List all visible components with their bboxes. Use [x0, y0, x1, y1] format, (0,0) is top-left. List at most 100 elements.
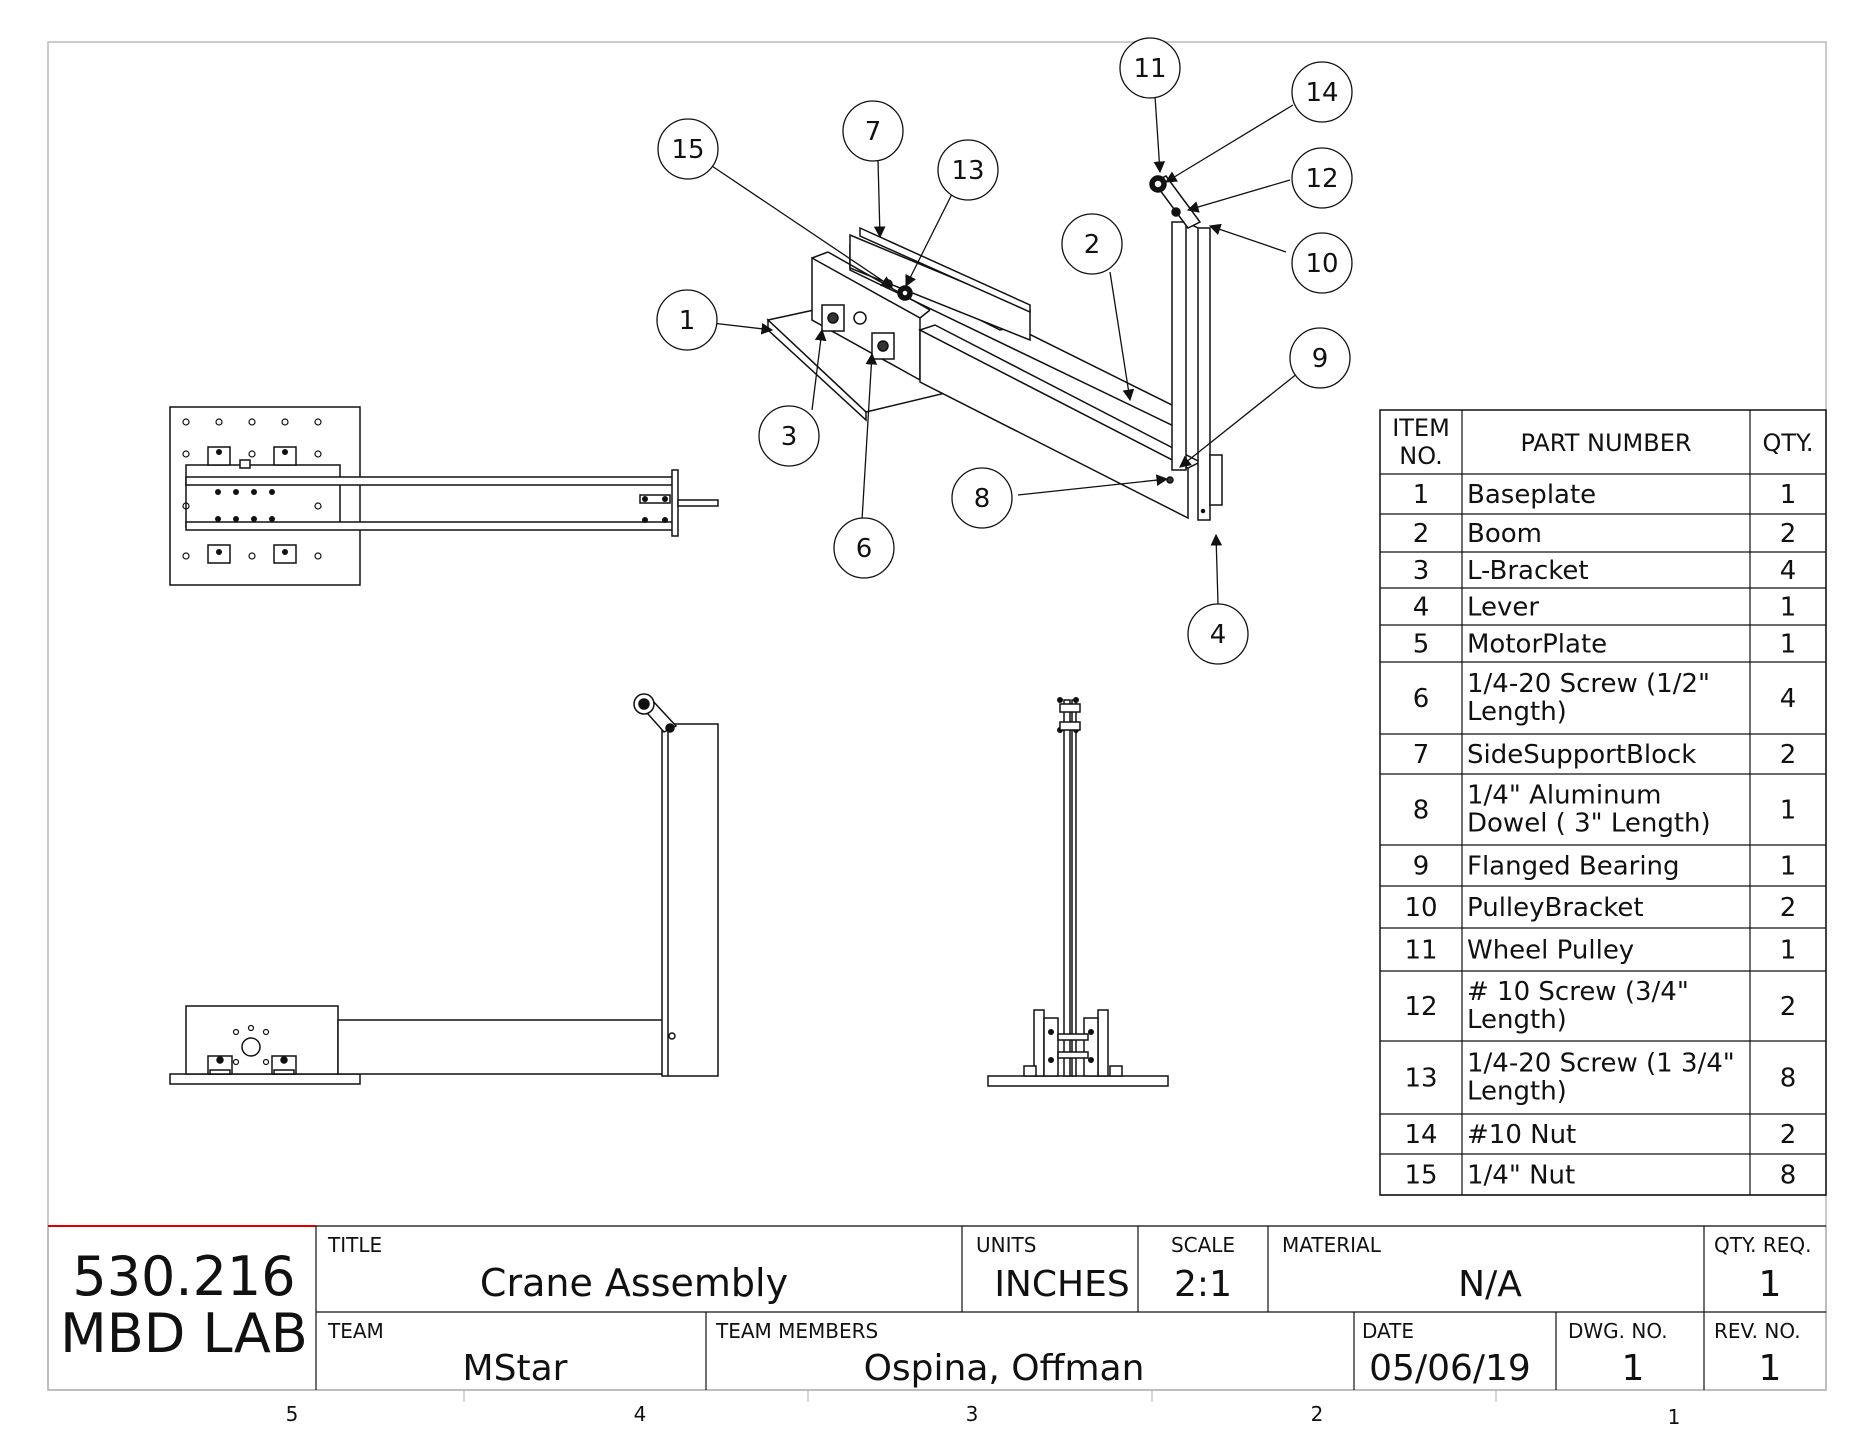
side-view: [987, 697, 1169, 1087]
balloon-12: [1291, 147, 1353, 209]
team-label: TEAM: [327, 1319, 384, 1343]
team-value: MStar: [463, 1348, 568, 1389]
balloon-4: [1187, 603, 1249, 665]
rev-no-label: REV. NO.: [1714, 1319, 1801, 1343]
qty-req-label: QTY. REQ.: [1714, 1233, 1811, 1257]
balloon-11: [1119, 37, 1181, 99]
bom-header-part-number: PART NUMBER: [1520, 429, 1691, 457]
balloon-14: [1291, 61, 1353, 123]
rev-no-value: 1: [1759, 1348, 1782, 1389]
title-label: TITLE: [327, 1233, 382, 1257]
bom-row: 2 Boom 2: [1413, 519, 1797, 549]
balloon-3: [758, 405, 820, 467]
bom-item-number: 10: [1404, 893, 1437, 923]
bom-table: ITEM NO. PART NUMBER QTY. 1 Baseplate 12 Bo…: [1379, 409, 1827, 1196]
balloon-10: [1291, 232, 1353, 294]
balloon-label-10: 10: [1305, 249, 1338, 279]
scale-label: SCALE: [1171, 1233, 1235, 1257]
bom-item-number: 9: [1413, 852, 1430, 882]
title-block: [47, 1225, 1827, 1391]
bom-part-number: Boom: [1467, 519, 1542, 549]
course-name: MBD LAB: [60, 1302, 308, 1365]
balloon-label-15: 15: [671, 135, 704, 165]
date-label: DATE: [1362, 1319, 1414, 1343]
bom-header-no: NO.: [1399, 442, 1443, 470]
bom-part-number: Length): [1467, 697, 1567, 727]
balloon-label-14: 14: [1305, 78, 1338, 108]
bom-qty: 8: [1780, 1064, 1797, 1094]
bom-header-qty: QTY.: [1763, 429, 1814, 457]
bom-qty: 2: [1780, 519, 1797, 549]
bom-qty: 1: [1780, 593, 1797, 623]
bom-qty: 4: [1780, 684, 1797, 714]
balloon-9: [1289, 327, 1351, 389]
qty-req-value: 1: [1759, 1264, 1782, 1305]
bom-row: 10 PulleyBracket 2: [1404, 893, 1796, 923]
bom-part-number: Length): [1467, 1077, 1567, 1107]
bom-row: 5 MotorPlate 1: [1413, 630, 1797, 660]
bom-item-number: 6: [1413, 684, 1430, 714]
bom-part-number: Flanged Bearing: [1467, 852, 1680, 882]
material-value: N/A: [1458, 1264, 1522, 1305]
bom-part-number: Wheel Pulley: [1467, 936, 1634, 966]
bom-qty: 2: [1780, 992, 1797, 1022]
title-value: Crane Assembly: [480, 1261, 788, 1305]
bom-item-number: 1: [1413, 480, 1430, 510]
balloon-label-12: 12: [1305, 164, 1338, 194]
units-value: INCHES: [994, 1264, 1129, 1305]
bom-rows: 1 Baseplate 12 Boom 23 L-Bracket 44 Lever 15 Moto…: [1404, 480, 1796, 1191]
material-label: MATERIAL: [1282, 1233, 1382, 1257]
zone-number-3: 3: [966, 1402, 979, 1426]
bom-part-number: MotorPlate: [1467, 630, 1607, 660]
balloon-label-6: 6: [856, 534, 873, 564]
bom-qty: 1: [1780, 852, 1797, 882]
balloon-8: [951, 467, 1013, 529]
bom-qty: 1: [1780, 630, 1797, 660]
bom-part-number: 1/4-20 Screw (1 3/4": [1467, 1049, 1735, 1079]
bom-item-number: 8: [1413, 796, 1430, 826]
bom-item-number: 7: [1413, 740, 1430, 770]
bom-part-number: SideSupportBlock: [1467, 740, 1696, 770]
balloon-label-4: 4: [1210, 620, 1227, 650]
balloon-labels: 1 2 3 4 6 7 8 9 10 11 12 13 14 15: [671, 54, 1338, 650]
balloon-label-9: 9: [1312, 344, 1329, 374]
zone-number-1: 1: [1668, 1405, 1681, 1429]
date-value: 05/06/19: [1369, 1348, 1531, 1389]
team-members-label: TEAM MEMBERS: [715, 1319, 878, 1343]
balloon-label-7: 7: [865, 117, 882, 147]
bom-header: ITEM NO. PART NUMBER QTY.: [1392, 414, 1813, 470]
bom-row: 12 # 10 Screw (3/4"Length) 2: [1404, 977, 1796, 1035]
bom-qty: 2: [1780, 740, 1797, 770]
bom-item-number: 2: [1413, 519, 1430, 549]
bom-row: 14 #10 Nut 2: [1404, 1120, 1796, 1150]
bom-row: 7 SideSupportBlock 2: [1413, 740, 1797, 770]
zone-numbers: 5 4 3 2 1: [286, 1402, 1681, 1429]
bom-header-item: ITEM: [1392, 414, 1450, 442]
bom-part-number: 1/4" Nut: [1467, 1161, 1575, 1191]
bom-item-number: 3: [1413, 556, 1430, 586]
bom-part-number: Length): [1467, 1005, 1567, 1035]
scale-value: 2:1: [1174, 1264, 1232, 1305]
zone-number-4: 4: [634, 1402, 647, 1426]
bom-part-number: 1/4" Aluminum: [1467, 781, 1661, 811]
bom-row: 9 Flanged Bearing 1: [1413, 852, 1797, 882]
team-members-value: Ospina, Offman: [864, 1348, 1145, 1389]
bom-qty: 1: [1780, 796, 1797, 826]
bom-qty: 1: [1780, 936, 1797, 966]
balloon-leaders: [708, 95, 1299, 605]
title-block-text: 530.216 MBD LAB TITLE Crane Assembly UNI…: [60, 1233, 1811, 1389]
balloon-label-3: 3: [781, 422, 798, 452]
bom-qty: 2: [1780, 893, 1797, 923]
balloon-6: [833, 517, 895, 579]
units-label: UNITS: [976, 1233, 1036, 1257]
balloons: [656, 37, 1353, 665]
bom-part-number: L-Bracket: [1467, 556, 1589, 586]
balloon-15: [657, 118, 719, 180]
bom-row: 11 Wheel Pulley 1: [1404, 936, 1796, 966]
bom-row: 13 1/4-20 Screw (1 3/4"Length) 8: [1404, 1049, 1796, 1107]
bom-item-number: 4: [1413, 593, 1430, 623]
top-view: [169, 406, 719, 586]
bom-item-number: 12: [1404, 992, 1437, 1022]
